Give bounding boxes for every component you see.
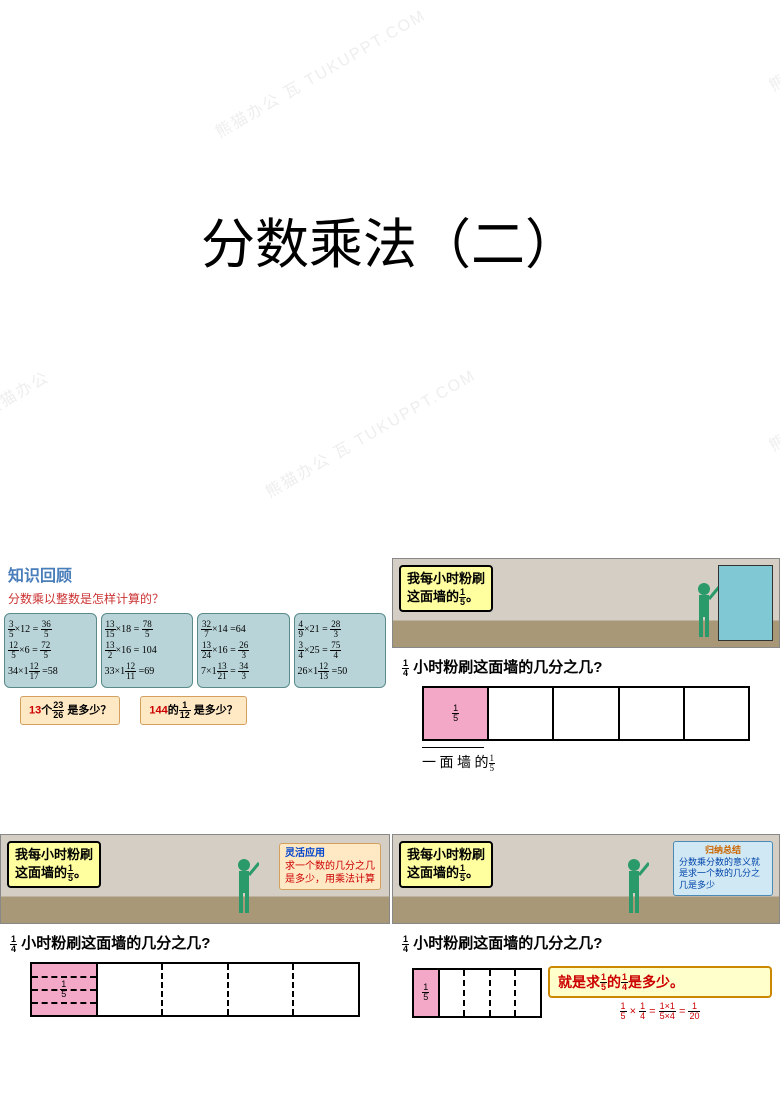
wall-diagram: 15	[422, 686, 750, 741]
wall-section	[491, 970, 517, 1016]
slide-1: 分数乘法（二）	[0, 0, 780, 545]
calc-box-1: 35×12 = 365 125×6 = 725 34×11217 =58	[4, 613, 97, 688]
calc-line: 15 × 14 = 1×15×4 = 120	[548, 1002, 772, 1021]
slide-3: 我每小时粉刷 这面墙的15。 14 小时粉刷这面墙的几分之几? 15 一 面 墙…	[392, 558, 780, 828]
speech-bubble: 我每小时粉刷 这面墙的15。	[7, 841, 101, 888]
main-title: 分数乘法（二）	[0, 200, 780, 279]
wall-section-1: 15	[32, 964, 98, 1015]
calc-box-4: 49×21 = 283 34×25 = 754 26×11213 =50	[294, 613, 387, 688]
wall-section	[294, 964, 358, 1015]
slide-4: 我每小时粉刷 这面墙的15。 灵活应用 求一个数的几分之几是多少，用乘法计算 1…	[0, 834, 390, 1102]
question-text: 14 小时粉刷这面墙的几分之几?	[402, 932, 770, 954]
wall-diagram-dashed: 15	[412, 968, 542, 1018]
painter-icon	[229, 855, 259, 915]
question-text: 14 小时粉刷这面墙的几分之几?	[10, 932, 380, 954]
calc-boxes: 35×12 = 365 125×6 = 725 34×11217 =58 131…	[4, 613, 386, 688]
painter-icon	[619, 855, 649, 915]
wall-section	[98, 964, 164, 1015]
wall-section	[554, 688, 619, 739]
question-row: 13个2326 是多少？ 144的112 是多少？	[20, 696, 370, 725]
calc-box-3: 327×14 =64 1324×16 = 263 7×11321 = 343	[197, 613, 290, 688]
speech-bubble: 我每小时粉刷 这面墙的15。	[399, 565, 493, 612]
wall-section	[685, 688, 748, 739]
painter-icon	[689, 579, 719, 639]
wall-section	[620, 688, 685, 739]
wall-section	[440, 970, 466, 1016]
speech-bubble: 我每小时粉刷 这面墙的15。	[399, 841, 493, 888]
wall-label: 一 面 墙 的15	[422, 752, 750, 773]
question-2: 144的112 是多少？	[140, 696, 246, 725]
review-subtitle: 分数乘以整数是怎样计算的？	[8, 590, 382, 607]
painting-scene: 我每小时粉刷 这面墙的15。	[392, 558, 780, 648]
wall-section	[465, 970, 491, 1016]
summary-box: 归纳总结 分数乘分数的意义就是求一个数的几分之几是多少	[673, 841, 773, 896]
wall-diagram-dashed: 15	[30, 962, 360, 1017]
wall-section-1: 15	[414, 970, 440, 1016]
wall-section	[229, 964, 295, 1015]
wall-section	[516, 970, 540, 1016]
calc-box-2: 1315×18 = 785 132×16 = 104 33×11211 =69	[101, 613, 194, 688]
painted-wall	[718, 565, 773, 641]
question-1: 13个2326 是多少？	[20, 696, 120, 725]
slide-5: 我每小时粉刷 这面墙的15。 归纳总结 分数乘分数的意义就是求一个数的几分之几是…	[392, 834, 780, 1102]
wall-section	[163, 964, 229, 1015]
slide-2: 知识回顾 分数乘以整数是怎样计算的？ 35×12 = 365 125×6 = 7…	[0, 558, 390, 828]
wall-section	[489, 688, 554, 739]
painting-scene: 我每小时粉刷 这面墙的15。 归纳总结 分数乘分数的意义就是求一个数的几分之几是…	[392, 834, 780, 924]
answer-box: 就是求15的14是多少。	[548, 966, 772, 999]
review-title: 知识回顾	[8, 562, 382, 586]
question-text: 14 小时粉刷这面墙的几分之几?	[402, 656, 770, 678]
hint-box: 灵活应用 求一个数的几分之几是多少，用乘法计算	[279, 843, 381, 890]
painting-scene: 我每小时粉刷 这面墙的15。 灵活应用 求一个数的几分之几是多少，用乘法计算	[0, 834, 390, 924]
wall-section-1: 15	[424, 688, 489, 739]
